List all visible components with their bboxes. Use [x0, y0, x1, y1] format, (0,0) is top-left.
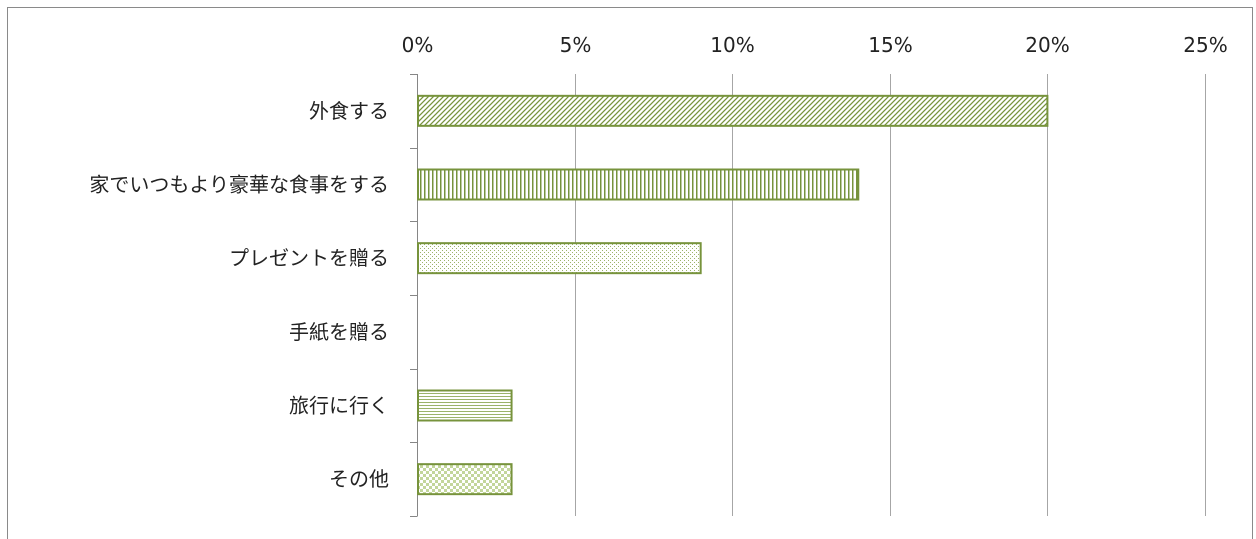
x-tick-label: 0% [402, 33, 434, 57]
category-label: 手紙を贈る [289, 320, 389, 344]
category-label: プレゼントを贈る [229, 246, 389, 270]
bar [417, 242, 702, 275]
bar [417, 168, 860, 201]
bar [417, 389, 513, 422]
x-tick-label: 15% [868, 33, 912, 57]
x-tick-label: 5% [560, 33, 592, 57]
bar [417, 94, 1049, 127]
x-tick-label: 20% [1025, 33, 1069, 57]
category-label: 外食する [309, 99, 389, 123]
category-label: 旅行に行く [289, 394, 389, 418]
x-tick-label: 25% [1183, 33, 1227, 57]
category-label: その他 [329, 467, 389, 491]
bar [417, 463, 513, 496]
category-label: 家でいつもより豪華な食事をする [89, 173, 389, 197]
x-tick-label: 10% [710, 33, 754, 57]
